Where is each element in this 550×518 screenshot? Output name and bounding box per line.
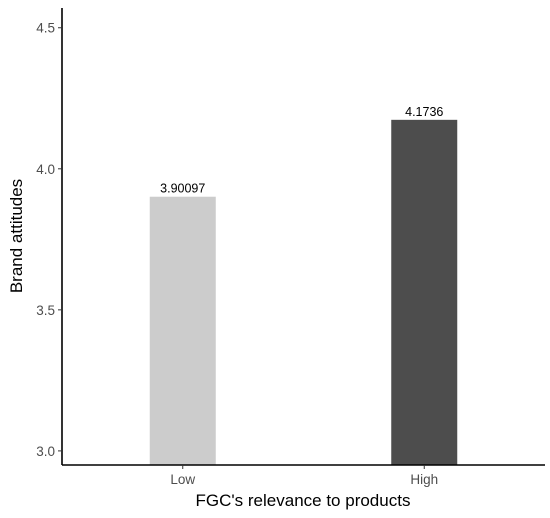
data-label-high: 4.1736 — [405, 105, 443, 119]
bars-group — [149, 119, 458, 466]
bar-low — [149, 196, 216, 465]
y-tick-label: 3.0 — [36, 444, 55, 459]
y-tick-label: 4.5 — [36, 21, 55, 36]
y-axis-ticks: 3.0 3.5 4.0 4.5 — [36, 21, 62, 459]
x-tick-label-high: High — [410, 472, 438, 487]
x-axis-title: FGC's relevance to products — [196, 491, 411, 510]
y-tick-label: 3.5 — [36, 303, 55, 318]
x-axis-ticks: Low High — [170, 465, 438, 487]
data-label-low: 3.90097 — [160, 182, 205, 196]
data-labels-group: 3.90097 4.1736 — [160, 105, 443, 196]
y-axis-title: Brand attitudes — [7, 179, 26, 293]
y-tick-label: 4.0 — [36, 162, 55, 177]
x-tick-label-low: Low — [170, 472, 195, 487]
bar-high — [391, 119, 458, 466]
